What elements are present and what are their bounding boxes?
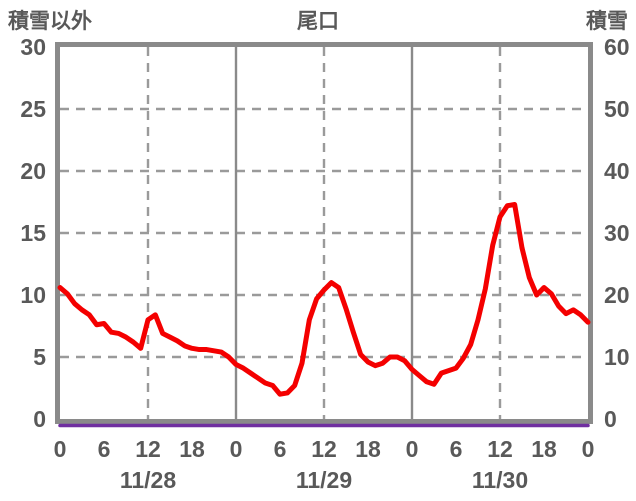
x-tick-label: 18 (531, 436, 557, 462)
y-right-tick-label: 40 (604, 158, 630, 184)
x-date-label: 11/30 (471, 467, 529, 493)
y-left-tick-label: 30 (20, 34, 46, 60)
plot-svg (57, 47, 591, 428)
x-tick-label: 12 (487, 436, 513, 462)
rain-series-line (57, 201, 591, 397)
x-tick-label: 6 (97, 436, 111, 462)
y-left-tick-label: 0 (33, 406, 46, 432)
y-left-tick-label: 20 (20, 158, 46, 184)
y-right-tick-label: 50 (604, 96, 630, 122)
x-tick-label: 0 (229, 436, 243, 462)
y-right-tick-label: 60 (604, 34, 630, 60)
x-tick-label: 12 (135, 436, 161, 462)
y-left-tick-label: 25 (20, 96, 46, 122)
chart-title: 尾口 (297, 10, 339, 33)
x-tick-label: 6 (449, 436, 463, 462)
x-tick-label: 12 (311, 436, 337, 462)
left-axis-title: 積雪以外 (8, 10, 92, 33)
y-left-tick-label: 5 (33, 344, 46, 370)
x-date-label: 11/28 (119, 467, 177, 493)
y-right-tick-label: 10 (604, 344, 630, 370)
y-left-tick-label: 15 (20, 220, 46, 246)
x-tick-label: 6 (273, 436, 287, 462)
y-right-tick-label: 30 (604, 220, 630, 246)
y-right-tick-label: 0 (604, 406, 617, 432)
x-tick-label: 18 (355, 436, 381, 462)
y-left-tick-label: 10 (20, 282, 46, 308)
x-tick-label: 18 (179, 436, 205, 462)
x-date-label: 11/29 (295, 467, 353, 493)
plot-area (55, 42, 593, 428)
x-tick-label: 0 (405, 436, 419, 462)
right-axis-title: 積雪 (586, 10, 628, 33)
x-tick-label: 0 (53, 436, 67, 462)
y-right-tick-label: 20 (604, 282, 630, 308)
x-tick-label: 0 (581, 436, 595, 462)
